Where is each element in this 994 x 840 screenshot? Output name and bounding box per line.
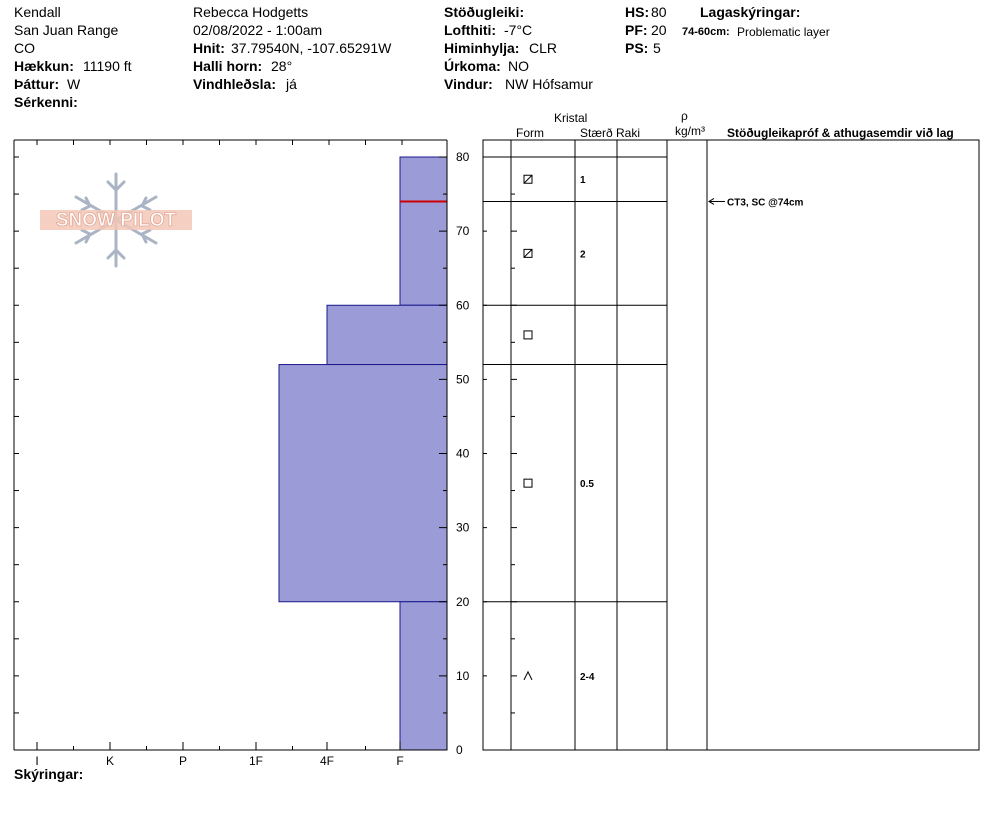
layer-note-range: 74-60cm:	[682, 26, 730, 38]
pf-label: PF:	[625, 22, 648, 38]
pf-value: 20	[651, 22, 667, 38]
y-tick-label: 60	[456, 298, 470, 312]
elevation-value: 11190 ft	[83, 58, 132, 74]
sky-value: CLR	[529, 40, 558, 56]
x-tick-label: I	[35, 754, 38, 768]
y-tick-label: 10	[456, 669, 470, 683]
rho-header: ρ	[681, 109, 688, 123]
x-tick-label: F	[396, 754, 403, 768]
slope-value: 28°	[271, 58, 293, 74]
ps-label: PS:	[625, 40, 649, 56]
sky-label: Himinhylja:	[444, 40, 520, 56]
precip-value: NO	[508, 58, 529, 74]
wind-loading-label: Vindhleðsla:	[193, 76, 276, 92]
snowflake-icon: SNOW PILOT	[40, 172, 192, 268]
y-tick-label: 50	[456, 372, 470, 386]
y-tick-label: 80	[456, 150, 470, 164]
hs-value: 80	[651, 4, 667, 20]
y-tick-label: 20	[456, 595, 470, 609]
layer-notes-label: Lagaskýringar:	[700, 4, 801, 20]
stability-label: Stöðugleiki:	[444, 4, 525, 20]
test-result-label: CT3, SC @74cm	[727, 197, 804, 208]
x-tick-label: 1F	[249, 754, 263, 768]
x-tick-label: P	[179, 754, 187, 768]
state-name: CO	[14, 40, 35, 56]
legend-label: Skýringar:	[14, 766, 84, 782]
hs-label: HS:	[625, 4, 650, 20]
depth-hoar-icon	[523, 670, 533, 681]
specifics-label: Sérkenni:	[14, 94, 78, 110]
aspect-label: Þáttur:	[14, 76, 60, 92]
tests-header: Stöðugleikapróf & athugasemdir við lag	[727, 126, 954, 140]
air-temp-value: -7°C	[504, 22, 533, 38]
faceted-icon	[523, 330, 533, 340]
crystal-header: Kristal	[554, 111, 588, 125]
faceted-rounded-icon	[523, 248, 533, 258]
wind-value: NW Hófsamur	[505, 76, 593, 92]
precip-label: Úrkoma:	[444, 58, 501, 74]
elevation-label: Hækkun:	[14, 58, 74, 74]
wind-label: Vindur:	[444, 76, 493, 92]
y-tick-label: 40	[456, 447, 470, 461]
grain-size-label: 0.5	[580, 479, 594, 490]
density-unit-header: kg/m³	[675, 124, 705, 138]
faceted-rounded-icon	[523, 174, 533, 184]
x-tick-label: 4F	[320, 754, 334, 768]
range-name: San Juan Range	[14, 22, 119, 38]
hardness-bar	[278, 364, 448, 603]
table-frame	[482, 139, 980, 751]
layer-note-text: Problematic layer	[737, 25, 830, 39]
hardness-bar	[326, 304, 448, 366]
ps-value: 5	[653, 40, 661, 56]
faceted-rounded-icon-slash	[523, 174, 533, 184]
aspect-value: W	[67, 76, 81, 92]
air-temp-label: Lofthiti:	[444, 22, 497, 38]
coords-label: Hnit:	[193, 40, 225, 56]
moisture-header: Raki	[616, 126, 641, 140]
y-tick-label: 30	[456, 521, 470, 535]
size-header: Stærð	[580, 126, 613, 140]
author-name: Rebecca Hodgetts	[193, 4, 309, 20]
form-header: Form	[516, 126, 544, 140]
faceted-icon	[523, 478, 533, 488]
logo-text: SNOW PILOT	[56, 210, 177, 231]
test-arrow-icon	[708, 198, 715, 205]
observer-name: Kendall	[14, 4, 61, 20]
slope-label: Halli horn:	[193, 58, 263, 74]
grain-size-label: 2-4	[580, 672, 595, 683]
y-tick-label: 0	[456, 743, 463, 757]
grain-size-label: 2	[580, 249, 586, 260]
x-tick-label: K	[106, 754, 114, 768]
grain-size-label: 1	[580, 175, 586, 186]
faceted-rounded-icon-slash	[523, 249, 533, 258]
datetime: 02/08/2022 - 1:00am	[193, 22, 323, 38]
coords-value: 37.79540N, -107.65291W	[231, 40, 392, 56]
y-tick-label: 70	[456, 224, 470, 238]
snowpilot-logo: SNOW PILOT	[38, 170, 194, 270]
wind-loading-value: já	[286, 76, 297, 92]
